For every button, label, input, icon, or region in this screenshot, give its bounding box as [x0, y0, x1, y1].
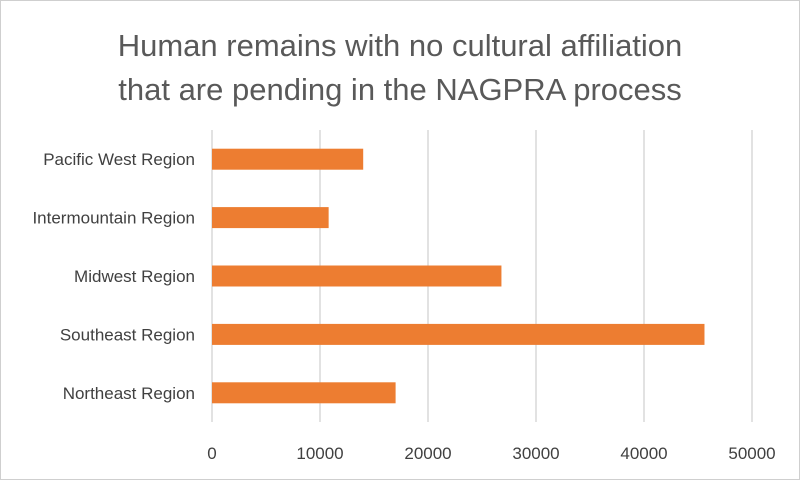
bar — [212, 207, 329, 229]
bar — [212, 148, 364, 170]
bar — [212, 265, 502, 287]
x-tick-label: 0 — [207, 444, 216, 463]
x-tick-label: 50000 — [728, 444, 775, 463]
category-label: Southeast Region — [60, 325, 195, 344]
chart-title-line-1: Human remains with no cultural affiliati… — [117, 28, 683, 63]
category-label: Northeast Region — [63, 384, 195, 403]
x-tick-label: 40000 — [620, 444, 667, 463]
bar — [212, 323, 705, 345]
chart-title-line-2: that are pending in the NAGPRA process — [118, 72, 682, 107]
x-tick-label: 30000 — [512, 444, 559, 463]
x-tick-label: 20000 — [404, 444, 451, 463]
x-tick-label: 10000 — [296, 444, 343, 463]
category-label: Midwest Region — [74, 267, 195, 286]
chart-title: Human remains with no cultural affiliati… — [0, 24, 800, 112]
category-label: Intermountain Region — [32, 209, 195, 228]
bar — [212, 382, 396, 404]
category-label: Pacific West Region — [43, 150, 195, 169]
